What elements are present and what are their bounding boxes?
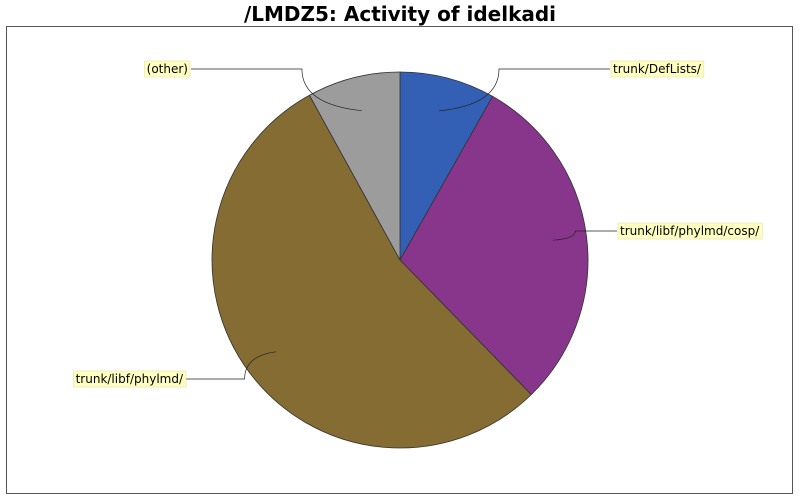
slice-label-box-trunk-deflists [610, 60, 705, 78]
slice-label-box-trunk-libf-phylmd [73, 370, 187, 388]
slice-label-other: (other) [147, 62, 188, 76]
leader-line-other [191, 68, 362, 112]
chart-title: /LMDZ5: Activity of idelkadi [243, 2, 557, 26]
slice-label-box-trunk-libf-phylmd-cosp [617, 222, 763, 240]
label-leader-lines [186, 68, 617, 380]
pie-slice-trunk-libf-phylmd-cosp [399, 95, 589, 396]
leader-line-trunk-deflists [439, 68, 610, 112]
leader-line-trunk-libf-phylmd-cosp [552, 230, 617, 241]
slice-label-trunk-libf-phylmd-cosp: trunk/libf/phylmd/cosp/ [620, 224, 760, 238]
pie-slice-trunk-deflists [399, 71, 494, 262]
leader-line-trunk-libf-phylmd [186, 351, 277, 380]
slice-label-trunk-libf-phylmd: trunk/libf/phylmd/ [76, 372, 184, 386]
slice-label-trunk-deflists: trunk/DefLists/ [613, 62, 702, 76]
slice-label-box-other [144, 60, 191, 78]
pie-slices [211, 71, 589, 449]
slice-labels: trunk/DefLists/trunk/libf/phylmd/cosp/tr… [73, 60, 763, 388]
pie-slice-trunk-libf-phylmd [211, 94, 532, 449]
pie-slice-other [308, 71, 401, 261]
